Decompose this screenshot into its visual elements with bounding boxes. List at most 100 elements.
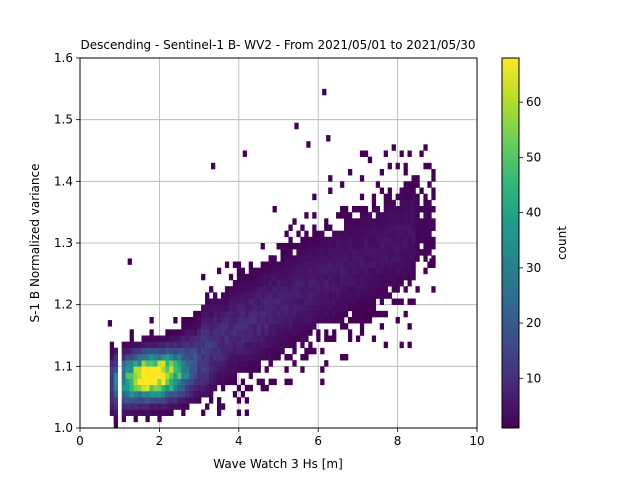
heatmap-cell [391, 243, 396, 250]
heatmap-cell [395, 280, 400, 287]
heatmap-cell [359, 236, 365, 244]
heatmap-cell [224, 298, 230, 305]
heatmap-cell [236, 273, 242, 281]
heatmap-cell [216, 378, 222, 386]
heatmap-cell [185, 403, 190, 410]
heatmap-cell [264, 335, 269, 342]
heatmap-cell [153, 372, 158, 379]
heatmap-cell [236, 292, 242, 299]
heatmap-cell [240, 298, 246, 305]
heatmap-cell [197, 384, 202, 392]
heatmap-cell [220, 347, 226, 355]
heatmap-cell [145, 397, 150, 404]
heatmap-cell [316, 280, 321, 287]
heatmap-cell [375, 280, 381, 287]
heatmap-cell [306, 141, 311, 148]
heatmap-cell [387, 236, 392, 244]
heatmap-cell [340, 298, 345, 305]
heatmap-cell [411, 261, 416, 268]
heatmap-cell [391, 224, 396, 231]
heatmap-cell [328, 298, 333, 305]
heatmap-cell [415, 230, 420, 238]
heatmap-cell [292, 304, 297, 312]
heatmap-cell [284, 317, 289, 324]
heatmap-cell [276, 347, 281, 355]
heatmap-cell [284, 243, 289, 250]
heatmap-cell [367, 261, 373, 268]
heatmap-cell [292, 335, 297, 342]
heatmap-cell [312, 243, 317, 250]
heatmap-cell [248, 304, 253, 312]
heatmap-cell [347, 255, 353, 262]
heatmap-cell [157, 409, 162, 416]
heatmap-cell [363, 304, 369, 312]
heatmap-cell [383, 273, 388, 281]
heatmap-cell [304, 236, 309, 244]
y-tick-label: 1.4 [54, 174, 73, 188]
heatmap-cell [367, 280, 373, 287]
heatmap-cell [189, 329, 194, 336]
heatmap-cell [312, 212, 317, 219]
heatmap-cell [244, 323, 250, 330]
heatmap-cell [391, 199, 396, 207]
heatmap-cell [209, 391, 214, 398]
heatmap-cell [399, 187, 404, 194]
heatmap-cell [169, 335, 174, 342]
heatmap-cell [332, 280, 337, 287]
heatmap-cell [320, 280, 325, 287]
heatmap-cell [260, 267, 265, 275]
heatmap-cell [205, 403, 210, 410]
heatmap-cell [296, 255, 301, 262]
heatmap-cell [157, 360, 162, 367]
heatmap-cell [228, 347, 234, 355]
heatmap-cell [355, 224, 361, 231]
heatmap-cell [252, 267, 257, 275]
heatmap-cell [149, 360, 154, 367]
heatmap-cell [276, 280, 281, 287]
heatmap-cell [320, 249, 325, 256]
heatmap-cell [336, 249, 341, 256]
heatmap-cell [340, 323, 345, 330]
heatmap-cell [399, 150, 404, 157]
heatmap-cell [332, 286, 337, 293]
heatmap-cell [351, 310, 357, 318]
heatmap-cell [292, 310, 297, 318]
heatmap-cell [296, 298, 301, 305]
heatmap-cell [316, 267, 321, 275]
heatmap-cell [209, 366, 214, 373]
heatmap-cell [351, 249, 357, 256]
heatmap-cell [371, 193, 377, 201]
heatmap-cell [367, 286, 373, 293]
heatmap-cell [324, 273, 329, 281]
heatmap-cell [344, 354, 349, 361]
heatmap-cell [344, 273, 349, 281]
heatmap-cell [336, 310, 341, 318]
heatmap-cell [137, 347, 142, 355]
heatmap-cell [252, 360, 257, 367]
heatmap-cell [165, 329, 170, 336]
heatmap-cell [256, 310, 261, 318]
heatmap-cell [379, 298, 385, 305]
heatmap-cell [427, 230, 432, 238]
heatmap-cell [260, 298, 265, 305]
heatmap-cell [264, 280, 269, 287]
heatmap-cell [181, 335, 186, 342]
heatmap-cell [137, 384, 142, 392]
heatmap-cell [363, 249, 369, 256]
heatmap-cell [308, 267, 313, 275]
heatmap-cell [193, 329, 198, 336]
heatmap-cell [260, 347, 265, 355]
heatmap-cell [244, 397, 250, 404]
heatmap-cell [276, 261, 281, 268]
heatmap-cell [383, 224, 388, 231]
heatmap-cell [244, 298, 250, 305]
heatmap-cell [383, 206, 388, 213]
heatmap-cell [340, 310, 345, 318]
heatmap-cell [399, 261, 404, 268]
heatmap-cell [363, 267, 369, 275]
heatmap-cell [336, 261, 341, 268]
heatmap-cell [367, 249, 373, 256]
heatmap-cell [236, 317, 242, 324]
heatmap-cell [169, 397, 174, 404]
